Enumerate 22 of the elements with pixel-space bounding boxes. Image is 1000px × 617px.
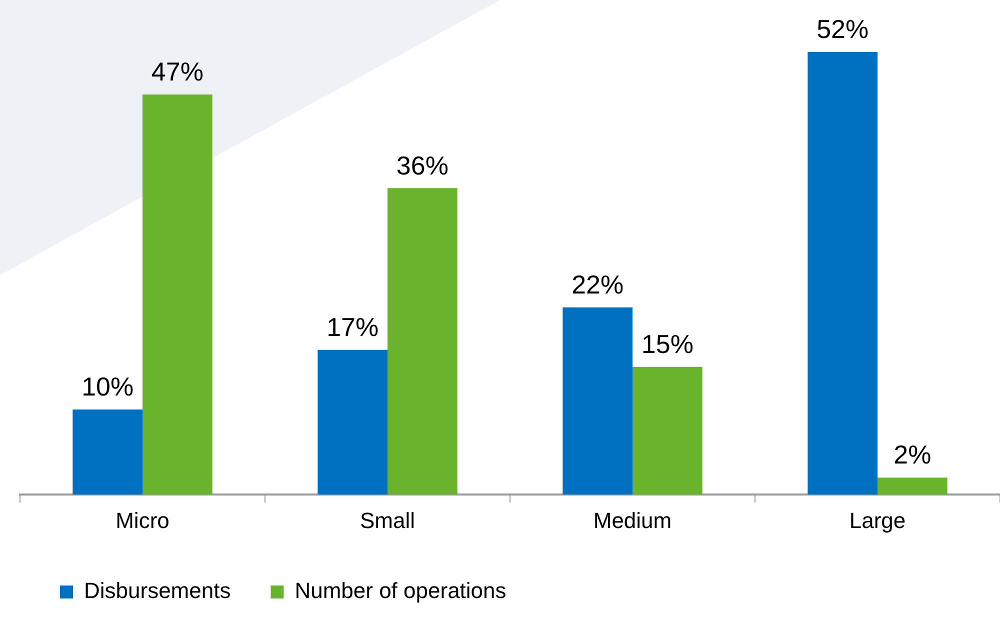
bar bbox=[318, 350, 388, 495]
bar bbox=[878, 478, 948, 495]
data-label: 36% bbox=[396, 150, 448, 180]
data-label: 10% bbox=[82, 372, 134, 402]
data-label: 17% bbox=[326, 312, 379, 342]
legend-label: Number of operations bbox=[294, 578, 506, 604]
bar bbox=[142, 94, 212, 495]
bar bbox=[388, 188, 458, 495]
data-label: 15% bbox=[641, 329, 694, 360]
data-label: 22% bbox=[572, 270, 624, 300]
x-tick-label: Small bbox=[360, 508, 416, 533]
x-tick-label: Micro bbox=[116, 508, 170, 533]
x-tick-label: Large bbox=[849, 508, 906, 533]
x-tick-label: Medium bbox=[593, 508, 672, 533]
legend-label: Disbursements bbox=[84, 578, 231, 604]
data-label: 2% bbox=[894, 440, 932, 470]
bar bbox=[72, 409, 142, 495]
data-label: 52% bbox=[816, 14, 869, 44]
bar bbox=[808, 52, 878, 495]
data-label: 47% bbox=[151, 56, 204, 87]
bar bbox=[632, 366, 702, 495]
bar bbox=[562, 307, 632, 495]
